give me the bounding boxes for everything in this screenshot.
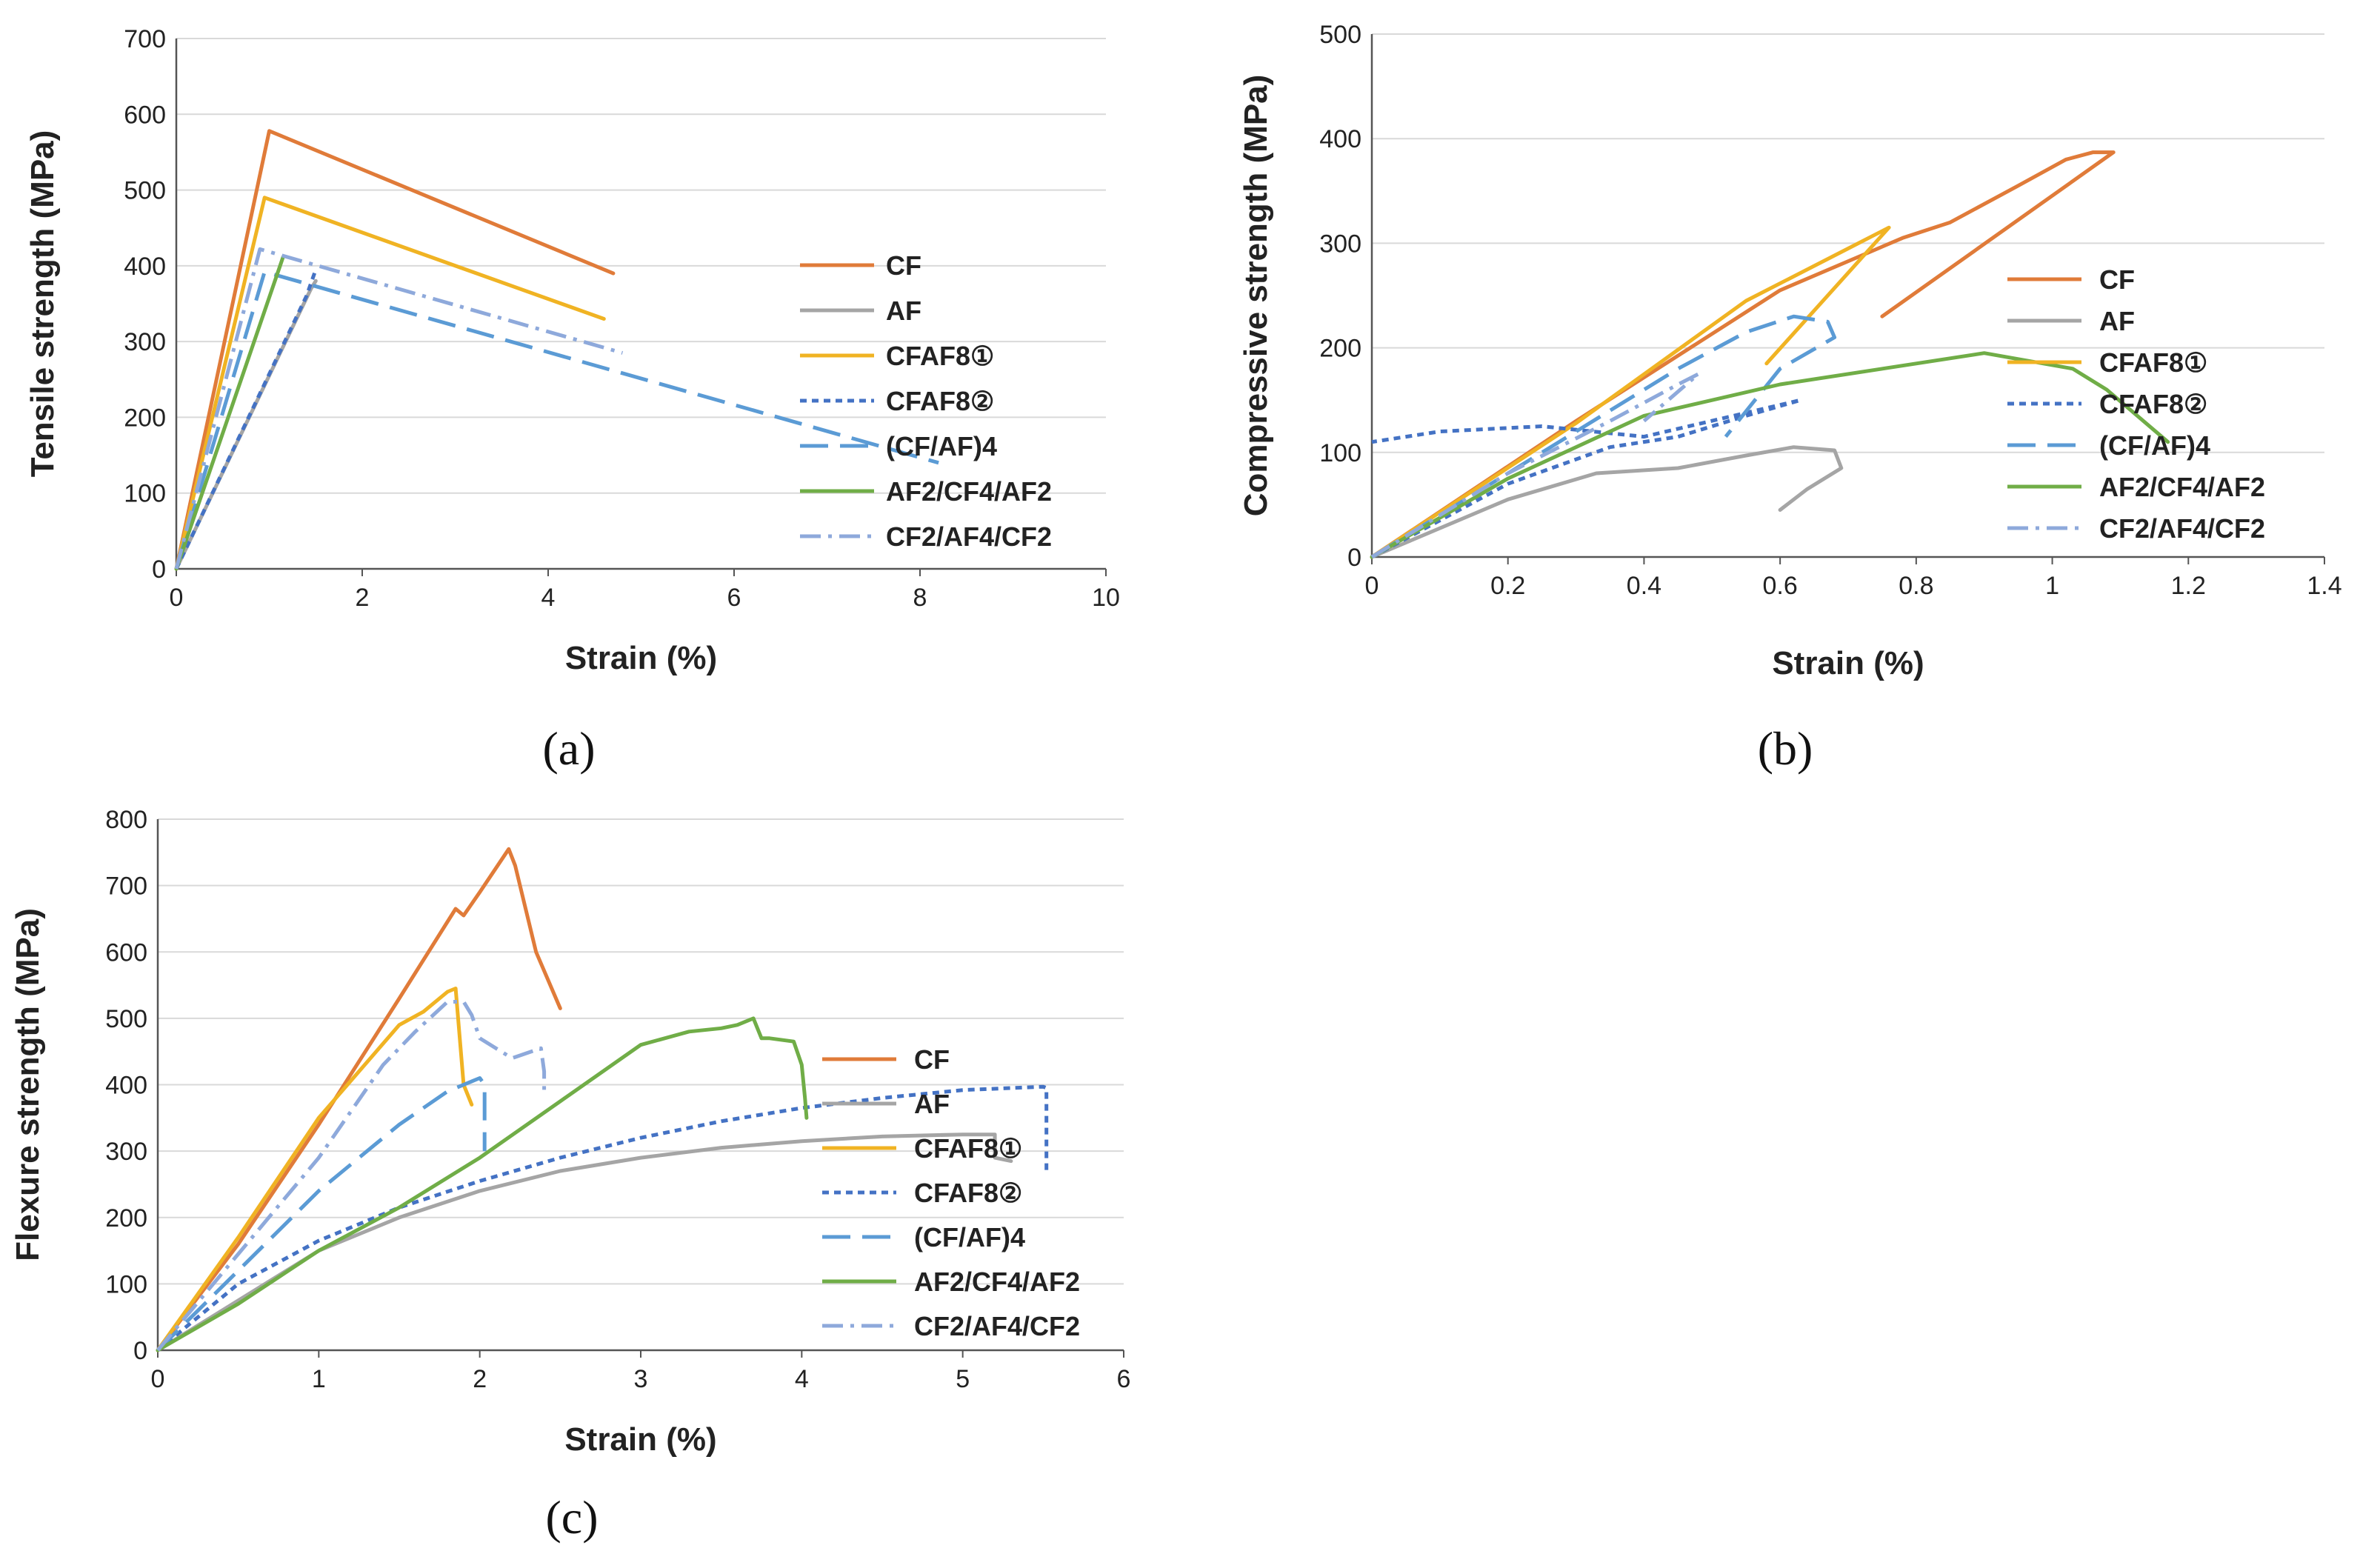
x-tick-label: 2 <box>356 584 370 612</box>
series-line-cf2-af4-cf2 <box>1370 372 1701 559</box>
legend-label-cf: CF <box>2099 264 2135 295</box>
x-tick-label: 1 <box>312 1365 326 1393</box>
series-line-cf-af-4 <box>1370 314 1837 559</box>
x-tick-label: 5 <box>956 1365 970 1393</box>
y-axis-label: Tensile strength (MPa) <box>24 130 61 478</box>
series-line-cf2-af4-cf2 <box>174 247 624 570</box>
x-tick-label: 4 <box>795 1365 809 1393</box>
legend-label-cf-af-4: (CF/AF)4 <box>914 1222 1025 1252</box>
series-line-cf <box>156 847 562 1352</box>
y-tick-label: 200 <box>105 1204 147 1232</box>
y-tick-label: 100 <box>124 480 166 508</box>
y-tick-label: 600 <box>105 938 147 967</box>
legend-label-cfaf8-1: CFAF8① <box>886 341 994 371</box>
series-line-af2-cf4-af2 <box>174 255 285 571</box>
panel-label: (a) <box>542 722 595 775</box>
legend-label-af: AF <box>886 296 921 326</box>
y-tick-label: 200 <box>124 404 166 432</box>
y-axis-label: Compressive strength (MPa) <box>1238 75 1274 517</box>
chart-c: 0 100 200 300 400 500 600 700 800 0 1 2 3 4 5 6 Strain (… <box>10 806 1130 1544</box>
x-tick-label: 2 <box>473 1365 487 1393</box>
series-line-cfaf8-2 <box>156 1084 1049 1352</box>
x-tick-label: 3 <box>634 1365 648 1393</box>
legend-label-af: AF <box>2099 306 2135 336</box>
series-line-cfaf8-1 <box>1370 225 1891 559</box>
legend-label-cfaf8-2: CFAF8② <box>914 1178 1022 1208</box>
x-tick-label: 10 <box>1092 584 1120 612</box>
legend-label-cf2-af4-cf2: CF2/AF4/CF2 <box>886 521 1052 552</box>
series-line-af <box>174 278 318 571</box>
x-tick-label: 0.4 <box>1627 572 1661 600</box>
y-tick-label: 0 <box>152 556 166 584</box>
y-axis-label: Flexure strength (MPa) <box>10 908 46 1261</box>
y-tick-label: 300 <box>105 1138 147 1166</box>
y-tick-label: 200 <box>1319 335 1361 363</box>
legend-label-cfaf8-1: CFAF8① <box>2099 347 2207 378</box>
x-axis-label: Strain (%) <box>1772 645 1924 681</box>
y-tick-label: 500 <box>105 1005 147 1033</box>
legend-label-af2-cf4-af2: AF2/CF4/AF2 <box>886 476 1052 507</box>
x-tick-label: 0.6 <box>1763 572 1798 600</box>
legend-label-cf-af-4: (CF/AF)4 <box>2099 430 2210 461</box>
legend-label-cfaf8-1: CFAF8① <box>914 1133 1022 1164</box>
x-tick-label: 0 <box>170 584 184 612</box>
series-line-af <box>1370 445 1844 559</box>
y-tick-label: 400 <box>105 1072 147 1100</box>
series-line-af2-cf4-af2 <box>156 1016 809 1352</box>
series-line-af2-cf4-af2 <box>1370 351 2170 559</box>
series-line-cf-af-4 <box>174 270 939 570</box>
series-line-cfaf8-2 <box>1370 398 1803 559</box>
legend-label-cfaf8-2: CFAF8② <box>886 386 994 416</box>
legend-label-af2-cf4-af2: AF2/CF4/AF2 <box>2099 472 2265 502</box>
y-tick-label: 700 <box>124 25 166 53</box>
y-tick-label: 500 <box>124 177 166 205</box>
legend-label-af2-cf4-af2: AF2/CF4/AF2 <box>914 1267 1080 1297</box>
series-line-cf-af-4 <box>156 1076 487 1352</box>
series-line-cf <box>174 129 616 571</box>
x-tick-label: 1.4 <box>2307 572 2341 600</box>
legend-label-cf-af-4: (CF/AF)4 <box>886 431 997 461</box>
x-tick-label: 0.2 <box>1490 572 1525 600</box>
y-tick-label: 400 <box>124 253 166 281</box>
x-axis-label: Strain (%) <box>564 1421 716 1458</box>
y-tick-label: 0 <box>1347 544 1361 572</box>
y-tick-label: 300 <box>1319 230 1361 258</box>
y-tick-label: 500 <box>1319 21 1361 49</box>
x-tick-label: 0 <box>1365 572 1379 600</box>
legend-label-cf: CF <box>914 1044 950 1075</box>
y-tick-label: 700 <box>105 873 147 901</box>
y-tick-label: 600 <box>124 101 166 129</box>
y-tick-label: 100 <box>105 1270 147 1298</box>
legend-label-cf2-af4-cf2: CF2/AF4/CF2 <box>914 1311 1080 1341</box>
legend-label-af: AF <box>914 1089 950 1119</box>
legend-label-cfaf8-2: CFAF8② <box>2099 389 2207 419</box>
panel-label: (b) <box>1758 722 1813 775</box>
panel-label: (c) <box>545 1491 598 1544</box>
y-tick-label: 300 <box>124 328 166 356</box>
x-tick-label: 1.2 <box>2171 572 2206 600</box>
chart-b: 0 100 200 300 400 500 0 0.2 0.4 0.6 0.8 1 1.2 1.4 Stra… <box>1238 21 2342 775</box>
series-line-cfaf8-2 <box>174 269 318 570</box>
series-line-cfaf8-1 <box>174 196 606 571</box>
series-line-cfaf8-1 <box>156 987 474 1352</box>
series-line-cf2-af4-cf2 <box>156 1000 547 1352</box>
x-tick-label: 6 <box>727 584 741 612</box>
y-tick-label: 100 <box>1319 439 1361 467</box>
x-axis-label: Strain (%) <box>565 640 717 676</box>
x-tick-label: 6 <box>1117 1365 1131 1393</box>
y-tick-label: 800 <box>105 806 147 834</box>
x-tick-label: 4 <box>541 584 556 612</box>
x-tick-label: 0 <box>151 1365 165 1393</box>
legend-label-cf2-af4-cf2: CF2/AF4/CF2 <box>2099 513 2265 544</box>
chart-a: 0 100 200 300 400 500 600 700 0 2 4 6 8 10 Strain (%) T… <box>24 25 1120 775</box>
series-line-cf <box>1370 150 2116 559</box>
x-tick-label: 1 <box>2045 572 2059 600</box>
y-tick-label: 0 <box>133 1337 147 1365</box>
y-tick-label: 400 <box>1319 125 1361 153</box>
x-tick-label: 8 <box>913 584 927 612</box>
legend-label-cf: CF <box>886 250 921 281</box>
x-tick-label: 0.8 <box>1899 572 1933 600</box>
